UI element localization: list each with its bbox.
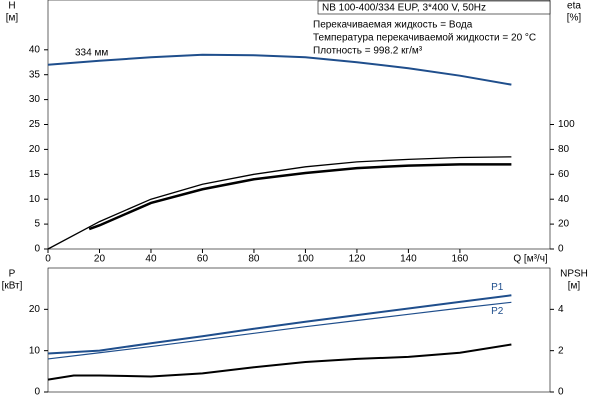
y2-axis-label: [м] (568, 281, 581, 292)
y2-tick-label: 4 (558, 304, 564, 315)
y-tick-label: 30 (29, 94, 41, 105)
y2-axis-label: NPSH (560, 269, 588, 280)
y-tick-label: 10 (29, 194, 41, 205)
x-tick-label: 140 (400, 254, 417, 265)
annotation: Плотность = 998.2 кг/м³ (313, 46, 423, 57)
x-tick-label: 160 (452, 254, 469, 265)
y-tick-label: 25 (29, 119, 41, 130)
chart-title: NB 100-400/334 EUP, 3*400 V, 50Hz (322, 3, 486, 14)
y-axis-label: [м] (6, 13, 19, 24)
y-tick-label: 10 (29, 345, 41, 356)
y-tick-label: 40 (29, 44, 41, 55)
y-axis-label: [кВт] (2, 281, 23, 292)
x-tick-label: 120 (349, 254, 366, 265)
y-tick-label: 0 (34, 387, 40, 398)
curve-label: 334 мм (75, 47, 108, 58)
y2-tick-label: 40 (558, 194, 570, 205)
annotation: Температура перекачиваемой жидкости = 20… (313, 33, 536, 44)
x-axis-label: Q [м³/ч] (513, 254, 548, 265)
x-tick-label: 0 (45, 254, 51, 265)
curve (47, 53, 512, 86)
y-tick-label: 35 (29, 69, 41, 80)
curve-label: P1 (491, 282, 504, 293)
y-tick-label: 5 (34, 219, 40, 230)
curve (47, 343, 512, 381)
y-tick-label: 0 (34, 244, 40, 255)
title-box (317, 0, 551, 15)
curve (47, 156, 512, 250)
x-tick-label: 40 (145, 254, 157, 265)
y-tick-label: 20 (29, 144, 41, 155)
y-tick-label: 20 (29, 304, 41, 315)
curve (88, 163, 512, 231)
plot-frame (47, 267, 551, 393)
x-tick-label: 80 (248, 254, 260, 265)
curve (47, 301, 512, 360)
x-tick-label: 20 (94, 254, 106, 265)
x-tick-label: 60 (197, 254, 209, 265)
y2-tick-label: 0 (558, 244, 564, 255)
y2-tick-label: 80 (558, 144, 570, 155)
y2-axis-label: [%] (567, 13, 582, 24)
y2-tick-label: 100 (558, 119, 575, 130)
y-tick-label: 15 (29, 169, 41, 180)
y2-tick-label: 0 (558, 387, 564, 398)
y2-tick-label: 2 (558, 345, 564, 356)
curve (47, 294, 512, 355)
annotation: Перекачиваемая жидкость = Вода (313, 20, 473, 31)
y-axis-label: P (9, 269, 16, 280)
curve-label: P2 (491, 306, 504, 317)
y2-tick-label: 20 (558, 219, 570, 230)
x-tick-label: 100 (297, 254, 314, 265)
y2-tick-label: 60 (558, 169, 570, 180)
y-axis-label: H (8, 1, 15, 12)
y2-axis-label: eta (567, 1, 581, 12)
